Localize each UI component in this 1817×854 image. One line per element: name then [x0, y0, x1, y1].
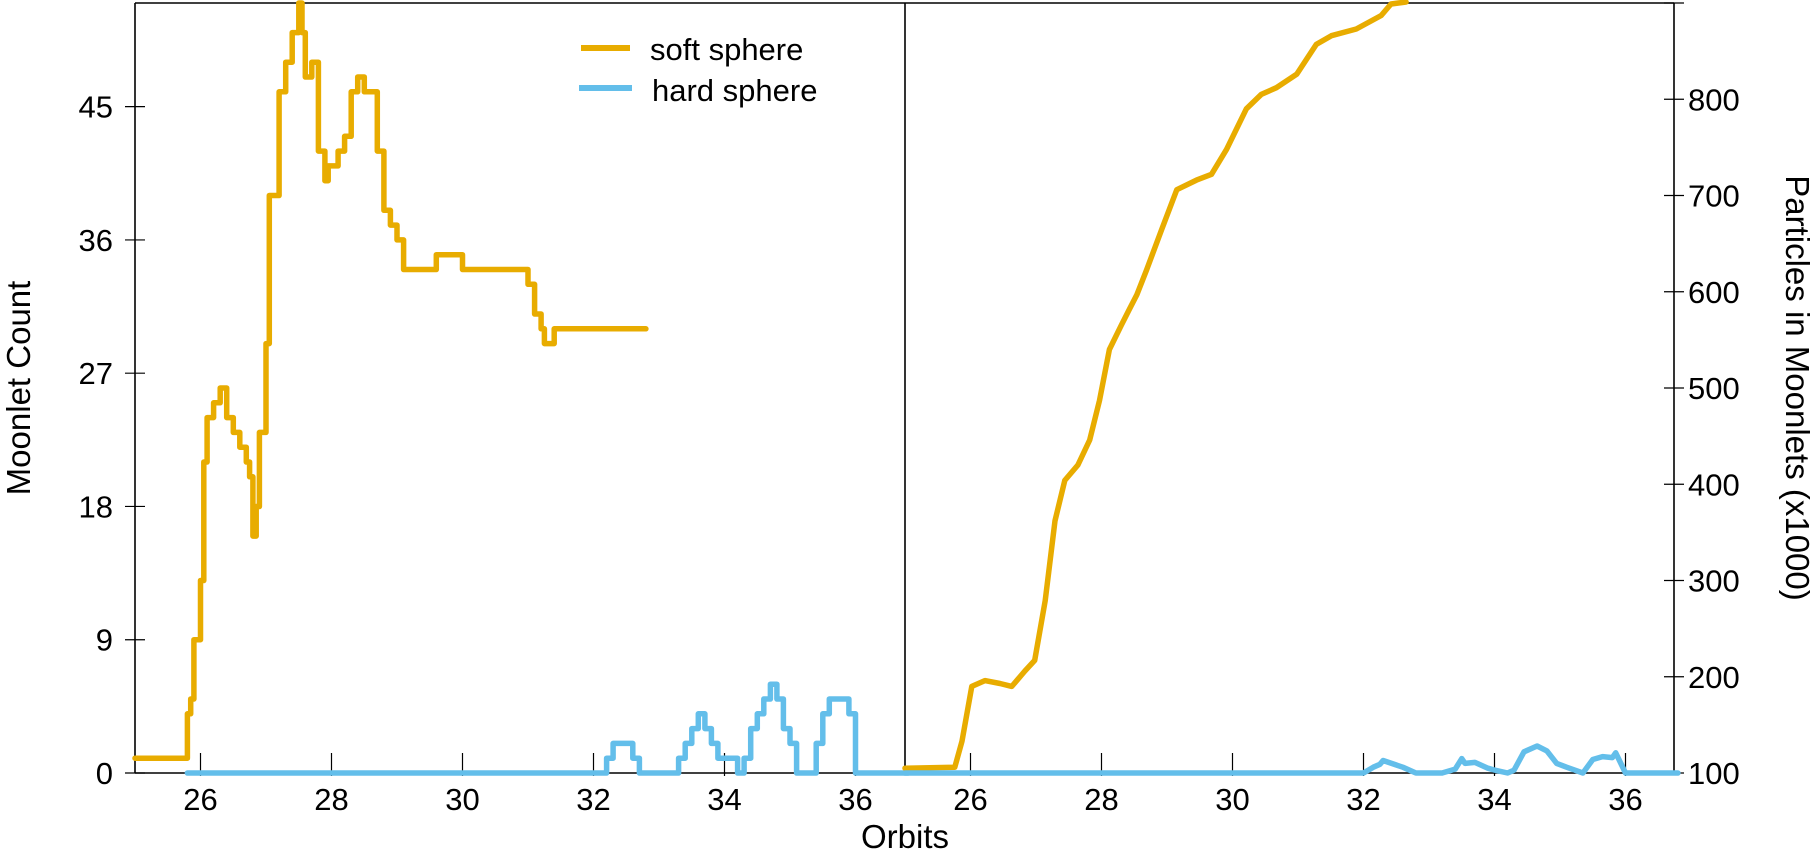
right-panel-frame: [905, 2, 1675, 774]
y-tick-label: 300: [1688, 564, 1740, 599]
left-panel-series: [132, 0, 911, 776]
y-tick-label: 9: [96, 623, 113, 658]
y-tick-label: 800: [1688, 82, 1740, 117]
legend: soft sphere hard sphere: [579, 32, 817, 108]
x-tick-label: 36: [1608, 782, 1642, 817]
x-axis-title: Orbits: [861, 818, 949, 854]
left-y-axis-ticks: 0 9 18 27 36 45: [79, 90, 145, 791]
soft-sphere-line: [902, 0, 1409, 771]
y-tick-label: 0: [96, 756, 113, 791]
y-tick-label: 18: [79, 489, 113, 524]
legend-label-soft-sphere: soft sphere: [650, 32, 803, 67]
x-tick-label: 30: [1215, 782, 1249, 817]
right-y-axis-ticks: 100 200 300 400 500 600 700 800: [1664, 2, 1740, 791]
y-tick-label: 400: [1688, 467, 1740, 502]
left-y-axis-title: Moonlet Count: [0, 281, 37, 496]
y-tick-label: 36: [79, 223, 113, 258]
x-tick-label: 32: [1346, 782, 1380, 817]
x-tick-label: 36: [838, 782, 872, 817]
hard-sphere-line: [902, 743, 1681, 776]
left-panel-frame: [134, 2, 905, 774]
right-panel-series: [902, 0, 1681, 776]
y-tick-label: 500: [1688, 371, 1740, 406]
x-tick-label: 30: [445, 782, 479, 817]
x-tick-label: 26: [183, 782, 217, 817]
y-tick-label: 100: [1688, 756, 1740, 791]
right-x-axis-ticks: 26 28 30 32 34 36: [953, 753, 1643, 817]
x-tick-label: 28: [314, 782, 348, 817]
left-x-axis-ticks: 26 28 30 32 34 36: [183, 753, 873, 817]
legend-label-hard-sphere: hard sphere: [652, 73, 817, 108]
x-tick-label: 28: [1084, 782, 1118, 817]
soft-sphere-line: [132, 0, 649, 761]
x-tick-label: 32: [576, 782, 610, 817]
y-tick-label: 27: [79, 356, 113, 391]
y-tick-label: 45: [79, 90, 113, 125]
y-tick-label: 600: [1688, 275, 1740, 310]
x-tick-label: 34: [707, 782, 741, 817]
hard-sphere-line: [184, 681, 911, 776]
y-tick-label: 700: [1688, 179, 1740, 214]
y-tick-label: 200: [1688, 660, 1740, 695]
x-tick-label: 26: [953, 782, 987, 817]
x-tick-label: 34: [1477, 782, 1511, 817]
right-y-axis-title: Particles in Moonlets (x1000): [1779, 175, 1816, 601]
